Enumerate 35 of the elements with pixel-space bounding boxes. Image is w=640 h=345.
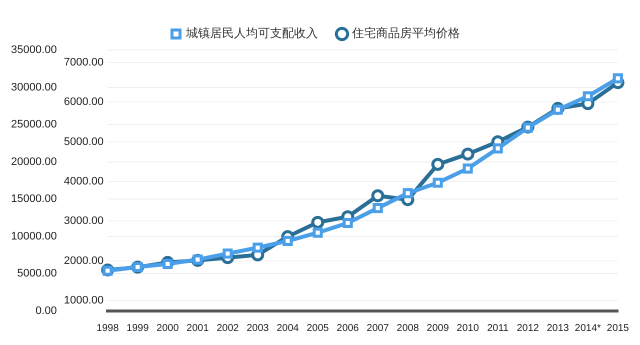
- x-tick-label: 2000: [156, 322, 180, 334]
- y-tick-label: 30000.00: [10, 81, 57, 94]
- x-tick-label: 2014*: [574, 322, 602, 334]
- x-tick-label: 2003: [246, 322, 270, 334]
- y-tick-label: 20000.00: [10, 156, 57, 168]
- x-tick-label: 2005: [306, 322, 330, 334]
- x-tick-label: 2009: [426, 322, 450, 334]
- y2-tick-label: 3000.00: [64, 215, 104, 228]
- y-tick-label: 25000.00: [10, 118, 57, 131]
- x-tick-label: 2002: [216, 322, 240, 334]
- y-tick-label: 10000.00: [10, 230, 57, 242]
- y-tick-label: 0.00: [35, 305, 57, 318]
- x-tick-label: 2004: [276, 322, 300, 334]
- x-tick-label: 1998: [96, 322, 120, 334]
- x-tick-label: 2008: [396, 322, 420, 334]
- y-tick-label: 35000.00: [10, 44, 57, 56]
- y2-tick-label: 6000.00: [64, 96, 104, 108]
- x-tick-label: 2010: [456, 322, 480, 334]
- legend-label: 城镇居民人均可支配收入: [185, 26, 318, 40]
- x-tick-label: 2007: [366, 322, 390, 334]
- y-tick-label: 5000.00: [17, 268, 57, 280]
- x-tick-label: 2011: [487, 322, 510, 334]
- x-tick-label: 2012: [516, 322, 540, 334]
- x-tick-label: 1999: [126, 322, 150, 334]
- legend-label: 住宅商品房平均价格: [351, 26, 460, 40]
- y-tick-label: 15000.00: [10, 193, 57, 206]
- y2-tick-label: 2000.00: [64, 254, 104, 267]
- x-tick-label: 2006: [336, 322, 360, 334]
- y2-tick-label: 4000.00: [64, 175, 104, 188]
- x-tick-label: 2001: [186, 322, 210, 334]
- x-tick-label: 2013: [546, 322, 570, 334]
- y2-tick-label: 7000.00: [64, 56, 104, 68]
- x-tick-label: 2015: [606, 322, 630, 334]
- y2-tick-label: 1000.00: [64, 294, 104, 307]
- y2-tick-label: 5000.00: [64, 136, 104, 148]
